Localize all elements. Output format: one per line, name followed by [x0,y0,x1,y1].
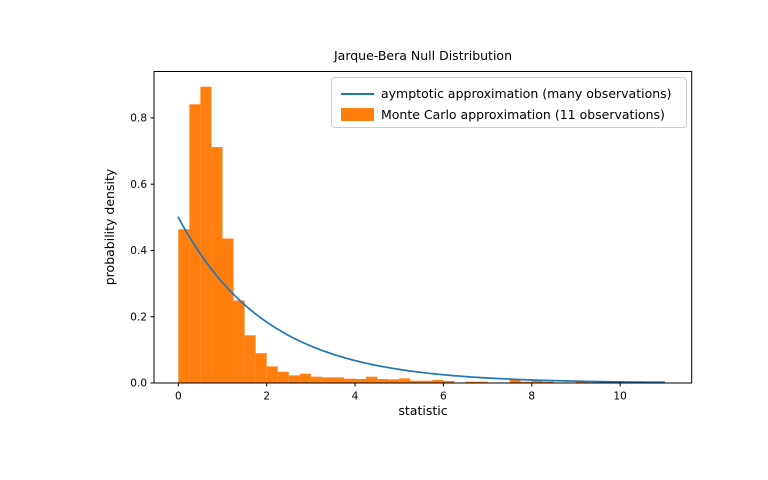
histogram-bar [476,381,488,383]
histogram-bar [233,300,245,383]
axes-border [153,71,693,384]
histogram-bar [277,371,289,383]
histogram-bar [343,378,356,383]
y-tick-label: 0.2 [130,311,147,323]
histogram-bar [399,378,411,383]
x-axis-label: statistic [398,403,448,418]
histogram-bar [355,379,367,383]
histogram-bar [366,376,378,383]
density-curve [177,216,666,384]
legend: aymptotic approximation (many observatio… [331,77,687,128]
histogram-bar [388,379,400,383]
histogram-bar [310,376,322,383]
x-tick-label: 0 [175,391,182,403]
y-axis-label: probability density [102,168,117,286]
histogram-bar [465,381,477,383]
histogram-bar [377,379,389,383]
histogram-bar [178,229,190,383]
histogram-bar [509,379,521,383]
chart-title: Jarque-Bera Null Distribution [333,48,513,63]
histogram-bar [200,86,212,384]
histogram-bar [575,381,587,383]
legend-item-asymptotic: aymptotic approximation (many observatio… [341,83,678,104]
x-tick-label: 2 [263,391,270,403]
legend-patch-swatch [341,108,374,121]
legend-item-monte-carlo: Monte Carlo approximation (11 observatio… [341,104,678,125]
histogram-bar [321,377,333,383]
histogram-bar [288,375,300,383]
legend-label: aymptotic approximation (many observatio… [381,86,672,101]
x-tick-label: 6 [440,391,447,403]
histogram-bar [244,335,256,383]
y-tick-label: 0.4 [130,245,147,257]
histogram-bar [189,104,201,383]
histogram-bar [255,353,267,383]
x-tick-label: 10 [613,391,626,403]
histogram-bar [520,381,532,383]
histogram-bar [542,381,554,383]
histogram-bar [410,380,422,383]
histogram-bar [443,381,455,383]
legend-line-swatch [341,92,374,95]
y-tick-label: 0.8 [130,113,147,125]
histogram-bar [211,147,223,383]
y-tick-label: 0.0 [130,378,147,390]
x-tick-label: 8 [528,391,535,403]
x-tick-label: 4 [352,391,359,403]
histogram-bar [266,366,278,383]
histogram-bar [299,373,311,383]
histogram-bar [332,377,344,383]
legend-label: Monte Carlo approximation (11 observatio… [381,107,665,122]
histogram-bar [432,380,444,383]
y-tick-label: 0.6 [130,179,147,191]
histogram-bar [222,238,234,383]
histogram-bar [531,380,543,383]
histogram-bar [421,380,433,383]
